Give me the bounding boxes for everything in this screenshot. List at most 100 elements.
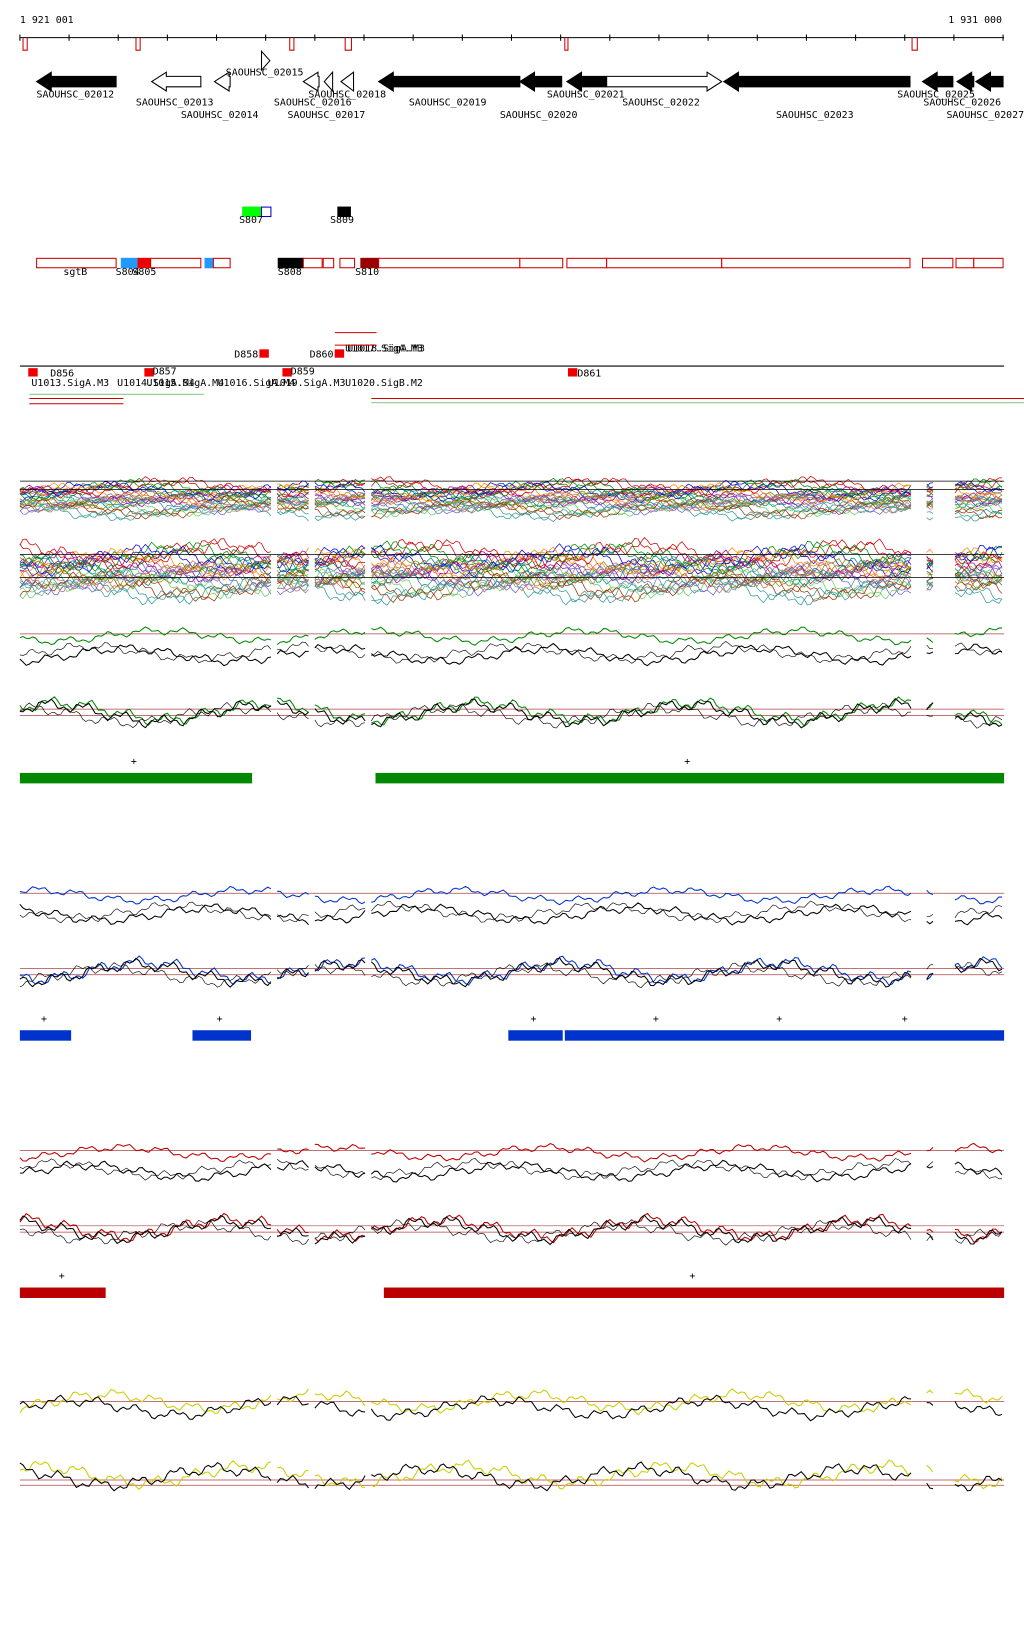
- promoter-label: D856: [50, 369, 74, 380]
- feature-box: [212, 257, 231, 269]
- gene-arrow: [302, 71, 320, 92]
- segment-sign: +: [41, 1014, 47, 1025]
- feature-label: S805: [132, 267, 156, 278]
- trace: [19, 568, 1003, 603]
- feature-box: [339, 257, 356, 269]
- gene-label: SAOUHSC_02026: [923, 98, 1001, 109]
- feature-box: [150, 257, 202, 269]
- feature-label: S809: [330, 215, 354, 226]
- promoter: [28, 368, 38, 377]
- gene-label: SAOUHSC_02022: [622, 98, 700, 109]
- segment-bar: [19, 1287, 106, 1298]
- gene-arrow: [340, 71, 355, 93]
- trace: [19, 642, 1003, 667]
- feature-box: [204, 257, 214, 269]
- gene-label: SAOUHSC_02025: [897, 89, 975, 100]
- gene-arrow: [606, 71, 723, 92]
- feature-box: [519, 257, 564, 269]
- segment-sign: +: [653, 1014, 659, 1025]
- gene-arrow: [722, 71, 911, 92]
- trace: [19, 1461, 1003, 1492]
- feature-box: [337, 206, 351, 218]
- ruler-mark: [289, 37, 295, 51]
- gene-label: SAOUHSC_02021: [547, 89, 625, 100]
- gene-label: SAOUHSC_02027: [946, 110, 1024, 121]
- promoter: [567, 368, 578, 377]
- trace: [19, 962, 1003, 989]
- promoter-label: D861: [577, 369, 601, 380]
- segment-bar: [383, 1287, 1005, 1298]
- upstream-label: U1017.SigA.M3: [345, 343, 423, 354]
- segment-sign: +: [776, 1014, 782, 1025]
- gene-label: SAOUHSC_02013: [136, 98, 214, 109]
- gene-arrow: [35, 71, 117, 92]
- gene-arrow: [921, 71, 954, 92]
- segment-sign: +: [684, 757, 690, 768]
- gene-label: SAOUHSC_02012: [37, 89, 115, 100]
- feature-box: [378, 257, 521, 269]
- trace: [19, 550, 1003, 585]
- promoter: [282, 368, 292, 377]
- segment-bar: [19, 1030, 72, 1041]
- ruler-end: 1 931 000: [948, 15, 1002, 26]
- gene-arrow: [974, 71, 1004, 92]
- gene-arrow: [323, 70, 334, 93]
- feature-box: [721, 257, 911, 269]
- feature-box: [955, 257, 975, 269]
- upstream-label: U1018.SigA.M3: [347, 343, 425, 354]
- trace: [19, 1394, 1003, 1422]
- segment-sign: +: [530, 1014, 536, 1025]
- feature-box: [973, 257, 1004, 269]
- feature-label: S808: [278, 267, 302, 278]
- trace: [19, 1212, 1003, 1244]
- upstream-label: U1019.SigA.M3: [268, 378, 346, 389]
- trace: [19, 562, 1003, 597]
- segment-sign: +: [59, 1271, 65, 1282]
- gene-label: SAOUHSC_02023: [776, 110, 854, 121]
- feature-box: [606, 257, 723, 269]
- segment-bar: [19, 772, 253, 784]
- gene-arrow: [565, 71, 608, 92]
- trace: [19, 955, 1003, 986]
- upstream-label: U1015.SigA.M4: [146, 378, 224, 389]
- gene-arrow: [956, 71, 975, 92]
- gene-label: SAOUHSC_02018: [308, 89, 386, 100]
- trace: [19, 1142, 1003, 1163]
- trace: [19, 543, 1003, 578]
- gene-label: SAOUHSC_02014: [181, 110, 259, 121]
- gene-arrow: [260, 49, 271, 72]
- trace: [19, 640, 1003, 664]
- trace: [19, 571, 1003, 606]
- trace: [19, 559, 1003, 594]
- feature-box: [322, 257, 335, 269]
- trace: [19, 902, 1003, 926]
- gene-arrow: [213, 71, 231, 92]
- trace: [19, 1159, 1003, 1183]
- ruler-mark: [135, 37, 141, 51]
- promoter-label: D857: [153, 366, 177, 377]
- segment-bar: [375, 772, 1005, 784]
- gene-label: SAOUHSC_02016: [274, 98, 352, 109]
- segment-bar: [508, 1030, 563, 1041]
- trace: [19, 1157, 1003, 1181]
- upstream-label: U1014.SigA.M4: [117, 378, 195, 389]
- segment-sign: +: [217, 1014, 223, 1025]
- trace: [19, 1214, 1003, 1246]
- trace: [19, 626, 1003, 646]
- feature-box: [260, 206, 272, 218]
- trace: [19, 482, 1003, 506]
- trace: [19, 499, 1003, 522]
- trace: [19, 494, 1003, 518]
- promoter-label: D859: [291, 366, 315, 377]
- trace: [19, 885, 1003, 906]
- trace: [19, 480, 1003, 504]
- trace: [19, 900, 1003, 924]
- ruler-mark: [22, 37, 28, 51]
- trace: [19, 697, 1003, 729]
- gene-arrow: [518, 71, 563, 92]
- ruler-mark: [344, 37, 352, 51]
- trace: [19, 492, 1003, 516]
